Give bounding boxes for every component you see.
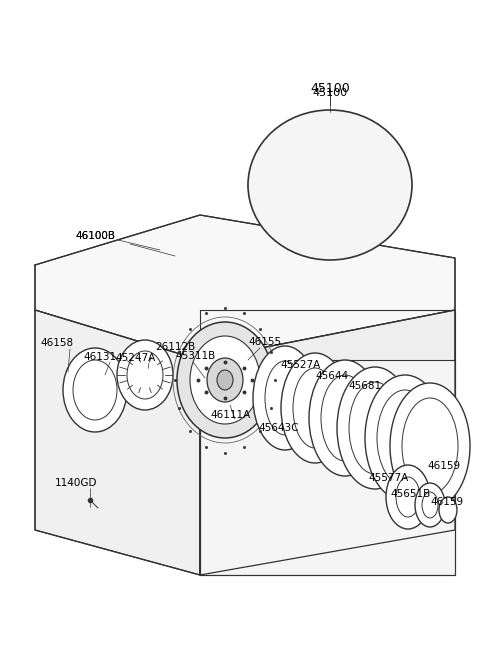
Text: 45644: 45644 — [315, 371, 348, 381]
Text: 1140GD: 1140GD — [55, 478, 97, 488]
Polygon shape — [200, 310, 455, 575]
Ellipse shape — [281, 353, 349, 463]
Ellipse shape — [365, 375, 445, 501]
Ellipse shape — [309, 360, 381, 476]
Ellipse shape — [217, 370, 233, 390]
Polygon shape — [35, 215, 455, 360]
Text: 46100B: 46100B — [75, 231, 115, 241]
Ellipse shape — [390, 383, 470, 509]
Text: 26112B: 26112B — [155, 342, 195, 352]
Text: 45577A: 45577A — [368, 473, 408, 483]
Text: 46111A: 46111A — [210, 410, 250, 420]
Text: 46159: 46159 — [430, 497, 463, 507]
Text: 46159: 46159 — [427, 461, 460, 471]
Text: 46100B: 46100B — [75, 231, 115, 241]
Ellipse shape — [337, 367, 413, 489]
Text: 45100: 45100 — [312, 88, 348, 98]
Ellipse shape — [248, 110, 412, 260]
Text: 45311B: 45311B — [175, 351, 215, 361]
Ellipse shape — [253, 346, 317, 450]
Polygon shape — [200, 360, 455, 575]
Text: 46155: 46155 — [248, 337, 281, 347]
Polygon shape — [35, 310, 200, 575]
Text: 45247A: 45247A — [115, 353, 155, 363]
Ellipse shape — [292, 153, 352, 205]
Ellipse shape — [117, 340, 173, 410]
Text: 46158: 46158 — [40, 338, 73, 348]
Ellipse shape — [415, 483, 445, 527]
Ellipse shape — [386, 465, 430, 529]
Ellipse shape — [439, 497, 457, 523]
Ellipse shape — [207, 358, 243, 402]
Ellipse shape — [310, 169, 330, 185]
Text: 45643C: 45643C — [258, 423, 299, 433]
Ellipse shape — [63, 348, 127, 432]
Text: 45651B: 45651B — [390, 489, 430, 499]
Text: 45527A: 45527A — [280, 360, 320, 370]
Text: 46131: 46131 — [83, 352, 116, 362]
Text: 45100: 45100 — [310, 82, 350, 95]
Text: 45681: 45681 — [348, 381, 381, 391]
Ellipse shape — [177, 322, 273, 438]
Ellipse shape — [190, 336, 260, 424]
